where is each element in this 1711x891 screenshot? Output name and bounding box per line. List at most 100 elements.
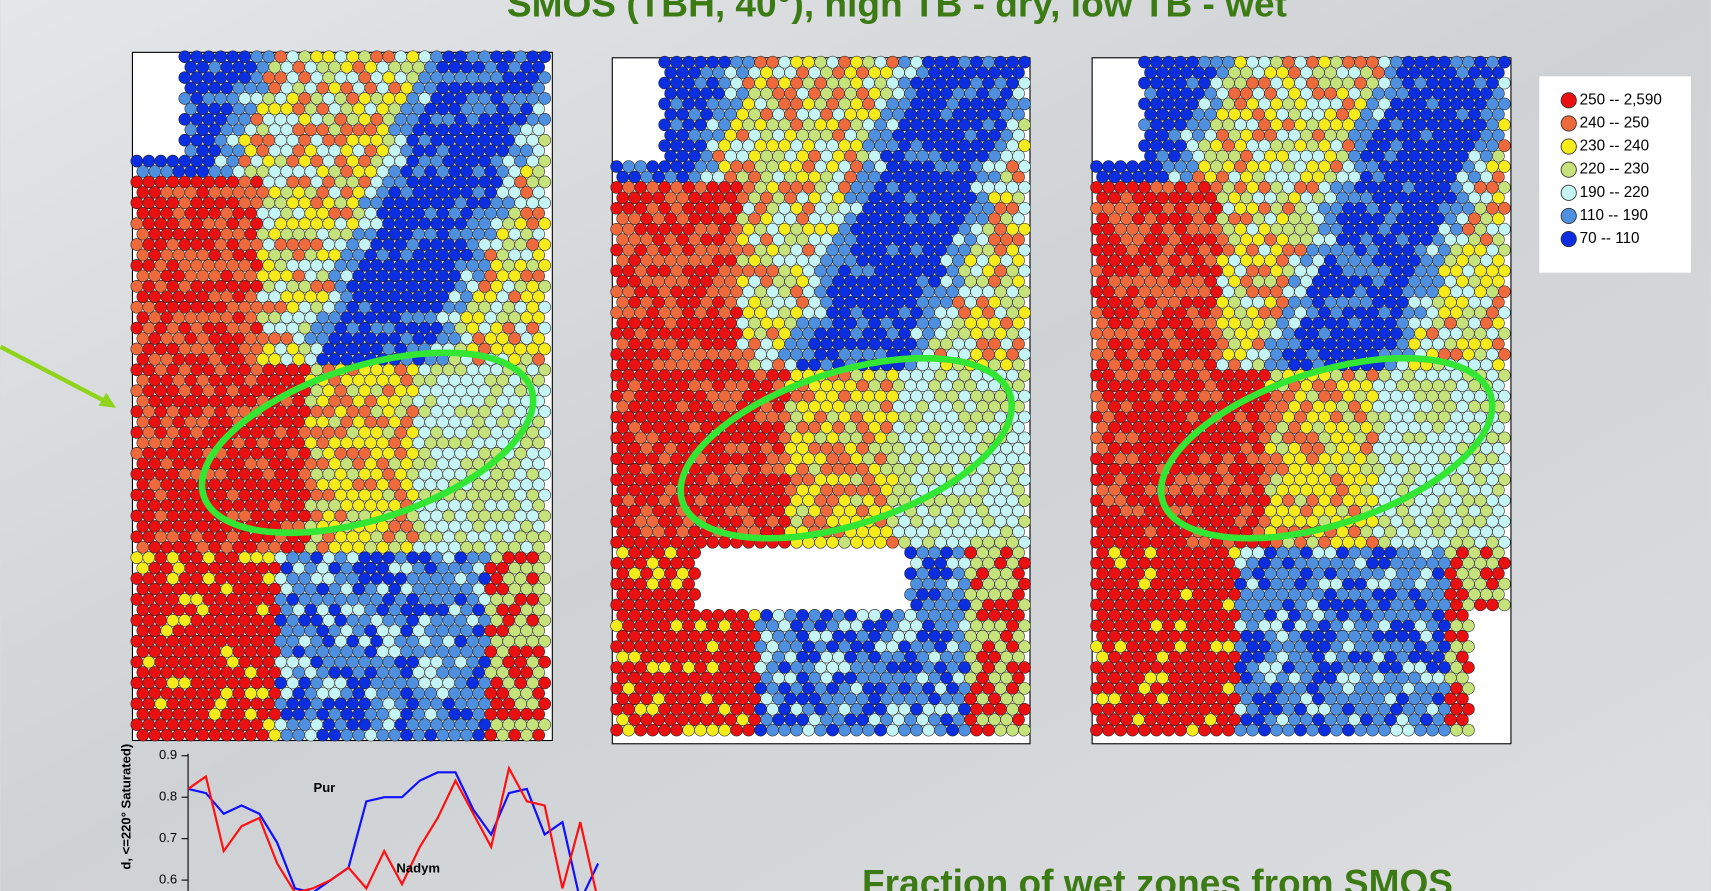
map-cell [1144, 108, 1157, 121]
map-cell [970, 640, 983, 653]
map-cell [508, 290, 521, 304]
map-cell [940, 609, 953, 622]
map-cell [370, 50, 384, 63]
map-cell [262, 593, 276, 606]
map-cell [472, 332, 485, 345]
map-cell [298, 300, 312, 314]
map-cell [1438, 160, 1451, 173]
map-cell [964, 442, 977, 455]
map-cell [1264, 212, 1277, 225]
map-cell [808, 358, 821, 372]
map-cell [418, 175, 431, 189]
map-cell [850, 682, 863, 695]
map-cell [346, 593, 360, 606]
map-cell [814, 160, 827, 173]
map-cell [508, 520, 521, 533]
map-cell [406, 113, 419, 126]
map-cell [862, 452, 875, 466]
map-cell [1354, 243, 1367, 257]
map-cell [766, 368, 779, 382]
map-cell [790, 264, 803, 278]
map-cell [628, 692, 641, 706]
map-cell [1012, 128, 1025, 142]
map-cell [652, 379, 665, 392]
map-cell [862, 306, 875, 319]
map-cell [388, 436, 402, 450]
map-cell [286, 133, 300, 147]
map-cell [628, 671, 641, 685]
map-cell [1138, 160, 1151, 173]
map-cell [232, 436, 246, 450]
map-cell [382, 593, 396, 606]
map-cell [688, 400, 701, 413]
map-cell [538, 676, 551, 690]
map-cell [400, 186, 413, 199]
map-cell [1006, 535, 1019, 549]
map-cell [496, 123, 509, 137]
map-cell [1216, 233, 1229, 246]
map-cell [460, 499, 473, 512]
map-cell [298, 280, 312, 293]
map-cell [1360, 212, 1373, 225]
map-cell [970, 55, 983, 69]
map-cell [424, 687, 437, 700]
map-cell [418, 426, 431, 439]
map-cell [1276, 170, 1289, 184]
map-cell [298, 572, 312, 585]
map-cell [268, 415, 282, 429]
map-cell [346, 572, 360, 585]
map-cell [880, 87, 893, 100]
map-cell [628, 629, 641, 643]
map-cell [724, 713, 737, 726]
map-cell [898, 243, 911, 257]
map-cell [1126, 222, 1139, 236]
map-cell [1270, 139, 1283, 152]
map-cell [286, 551, 300, 564]
map-cell [454, 655, 467, 669]
map-cell [412, 227, 425, 241]
map-cell [466, 530, 479, 544]
map-cell [328, 457, 342, 471]
map-cell [136, 394, 150, 408]
map-cell [298, 217, 312, 230]
map-cell [1192, 128, 1205, 142]
map-cell [718, 306, 731, 319]
map-cell [694, 410, 707, 424]
map-cell [682, 410, 695, 424]
map-cell [952, 671, 965, 685]
map-cell [706, 640, 719, 653]
map-cell [1300, 149, 1313, 163]
map-cell [310, 217, 324, 230]
map-cell [430, 321, 443, 335]
map-cell [460, 415, 473, 429]
map-cell [934, 640, 947, 653]
map-cell [1450, 222, 1463, 236]
map-cell [322, 655, 336, 669]
map-cell [772, 128, 785, 142]
map-cell [820, 337, 833, 351]
map-cell [808, 504, 821, 518]
map-cell [646, 327, 659, 340]
map-cell [1408, 212, 1421, 225]
map-cell [280, 540, 294, 554]
map-cell [754, 619, 767, 633]
map-cell [958, 494, 971, 507]
map-cell [214, 363, 228, 377]
map-cell [754, 139, 767, 152]
map-cell [1378, 202, 1391, 215]
map-cell [772, 149, 785, 163]
map-cell [304, 311, 318, 324]
map-cell [130, 551, 144, 564]
map-cell [400, 561, 413, 575]
map-cell [1258, 118, 1271, 132]
map-cell [1222, 160, 1235, 173]
map-cell [418, 92, 431, 105]
map-cell [808, 149, 821, 163]
map-cell [448, 332, 461, 345]
map-cell [646, 181, 659, 194]
map-cell [436, 415, 449, 429]
map-cell [1198, 160, 1211, 173]
map-cell [772, 191, 785, 205]
map-cell [1006, 494, 1019, 507]
map-cell [286, 634, 300, 648]
